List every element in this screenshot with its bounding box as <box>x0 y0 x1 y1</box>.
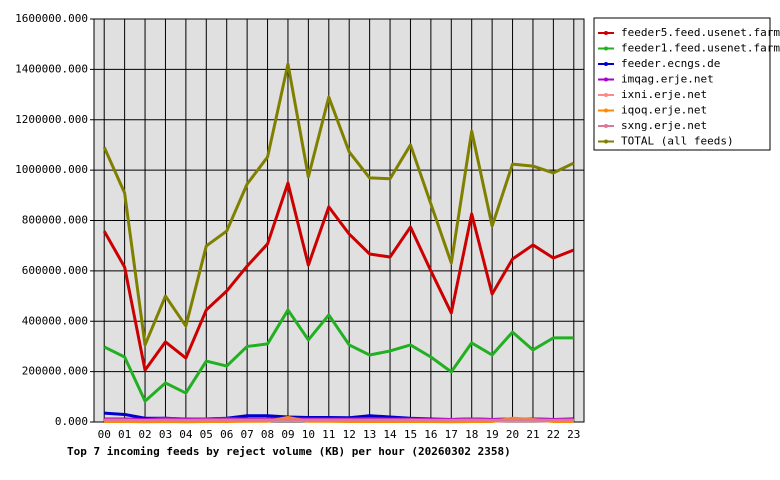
y-tick-label: 1200000.000 <box>15 113 88 126</box>
legend-label: feeder1.feed.usenet.farm <box>621 42 780 55</box>
x-tick-label: 06 <box>220 428 233 441</box>
series-line <box>103 308 574 403</box>
x-tick-label: 16 <box>424 428 437 441</box>
y-tick-label: 1000000.000 <box>15 163 88 176</box>
legend-label: iqoq.erje.net <box>621 104 707 117</box>
y-tick-label: 1400000.000 <box>15 62 88 75</box>
legend-dot <box>604 46 608 51</box>
y-tick-label: 200000.000 <box>22 365 88 378</box>
legend-label: feeder5.feed.usenet.farm <box>621 26 780 39</box>
x-tick-label: 05 <box>200 428 213 441</box>
legend-dot <box>604 108 608 113</box>
legend-dot <box>604 124 608 128</box>
legend-dot <box>604 62 608 66</box>
y-tick-label: 800000.000 <box>22 214 88 227</box>
legend-dot <box>604 93 608 97</box>
x-tick-label: 14 <box>383 428 397 441</box>
series-line <box>102 62 575 347</box>
x-tick-label: 11 <box>322 428 335 441</box>
legend-box <box>593 17 771 151</box>
legend-label: feeder.ecngs.de <box>621 57 720 70</box>
x-tick-label: 09 <box>281 428 294 441</box>
legend-label: sxng.erje.net <box>621 119 707 132</box>
x-tick-label: 21 <box>526 428 539 441</box>
chart-title: Top 7 incoming feeds by reject volume (K… <box>67 445 511 458</box>
legend-dot <box>604 77 608 82</box>
x-tick-label: 13 <box>363 428 376 441</box>
x-tick-label: 23 <box>567 428 580 441</box>
x-tick-label: 04 <box>179 428 193 441</box>
x-tick-label: 22 <box>547 428 560 441</box>
x-tick-label: 02 <box>138 428 151 441</box>
legend-label: imqag.erje.net <box>621 73 714 86</box>
x-tick-label: 12 <box>343 428 356 441</box>
legend-dot <box>604 139 608 144</box>
x-tick-label: 07 <box>241 428 254 441</box>
x-tick-label: 08 <box>261 428 274 441</box>
x-tick-label: 01 <box>118 428 131 441</box>
legend-label: TOTAL (all feeds) <box>621 135 734 148</box>
x-tick-label: 20 <box>506 428 519 441</box>
y-tick-label: 600000.000 <box>22 264 88 277</box>
legend-label: ixni.erje.net <box>621 88 707 101</box>
x-tick-label: 10 <box>302 428 315 441</box>
series-line <box>102 181 575 372</box>
y-tick-label: 400000.000 <box>22 314 88 327</box>
x-tick-label: 19 <box>486 428 499 441</box>
legend-dot <box>604 31 608 35</box>
y-tick-label: 0.000 <box>55 415 88 428</box>
x-tick-label: 00 <box>98 428 111 441</box>
x-tick-label: 15 <box>404 428 417 441</box>
x-tick-label: 03 <box>159 428 172 441</box>
series-line <box>104 418 574 422</box>
y-tick-label: 1600000.000 <box>15 12 88 25</box>
x-tick-label: 18 <box>465 428 478 441</box>
x-tick-label: 17 <box>445 428 458 441</box>
